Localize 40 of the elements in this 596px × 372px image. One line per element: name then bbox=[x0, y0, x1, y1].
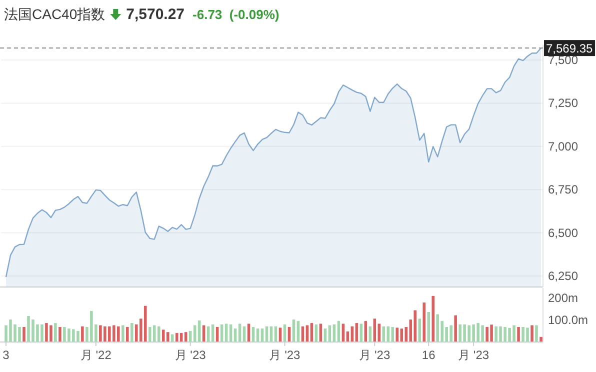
bar bbox=[540, 336, 542, 342]
text: -6.73 (-0.09%) bbox=[192, 7, 280, 22]
y-tick-label: 6,250 bbox=[548, 268, 578, 283]
bar bbox=[391, 327, 394, 342]
bar bbox=[130, 323, 134, 342]
x-tick-label: 3 bbox=[2, 348, 10, 362]
text: 7,570.27 bbox=[126, 6, 185, 23]
bar bbox=[22, 327, 26, 342]
bar bbox=[427, 312, 430, 342]
bar bbox=[396, 328, 399, 342]
bar bbox=[81, 326, 84, 342]
y-tick-label: 200m bbox=[548, 290, 578, 305]
y-tick-label: 6,500 bbox=[548, 226, 578, 240]
bar bbox=[530, 325, 534, 342]
y-tick-label: 6,750 bbox=[548, 182, 578, 197]
ref-line-label: 7,569.35 bbox=[546, 42, 594, 56]
bar bbox=[166, 332, 170, 342]
bar bbox=[454, 315, 457, 342]
bar bbox=[126, 327, 129, 342]
bar bbox=[422, 302, 426, 342]
x-tick-label: 月 '22 bbox=[80, 348, 112, 362]
bar bbox=[432, 296, 434, 342]
x-tick-label: 月 '23 bbox=[174, 348, 206, 362]
bar bbox=[535, 325, 538, 342]
x-tick-label: 月 '23 bbox=[269, 348, 301, 362]
y-tick-label: 100.0m bbox=[548, 312, 588, 327]
y-tick-label: 7,250 bbox=[548, 96, 578, 110]
y-tick-label: 7,500 bbox=[548, 53, 578, 68]
bar bbox=[517, 327, 520, 342]
bar bbox=[58, 327, 62, 342]
x-tick-label: 月 '23 bbox=[458, 348, 490, 362]
bar bbox=[157, 326, 160, 342]
bar bbox=[144, 306, 147, 342]
bar bbox=[54, 323, 57, 342]
x-tick-label: 月 '23 bbox=[359, 348, 390, 362]
bar bbox=[122, 325, 124, 342]
bar bbox=[418, 318, 422, 342]
chart-title: 法国CAC40指数 bbox=[4, 6, 106, 22]
x-tick-label: 16 bbox=[422, 348, 436, 362]
y-tick-label: 7,000 bbox=[548, 139, 578, 154]
